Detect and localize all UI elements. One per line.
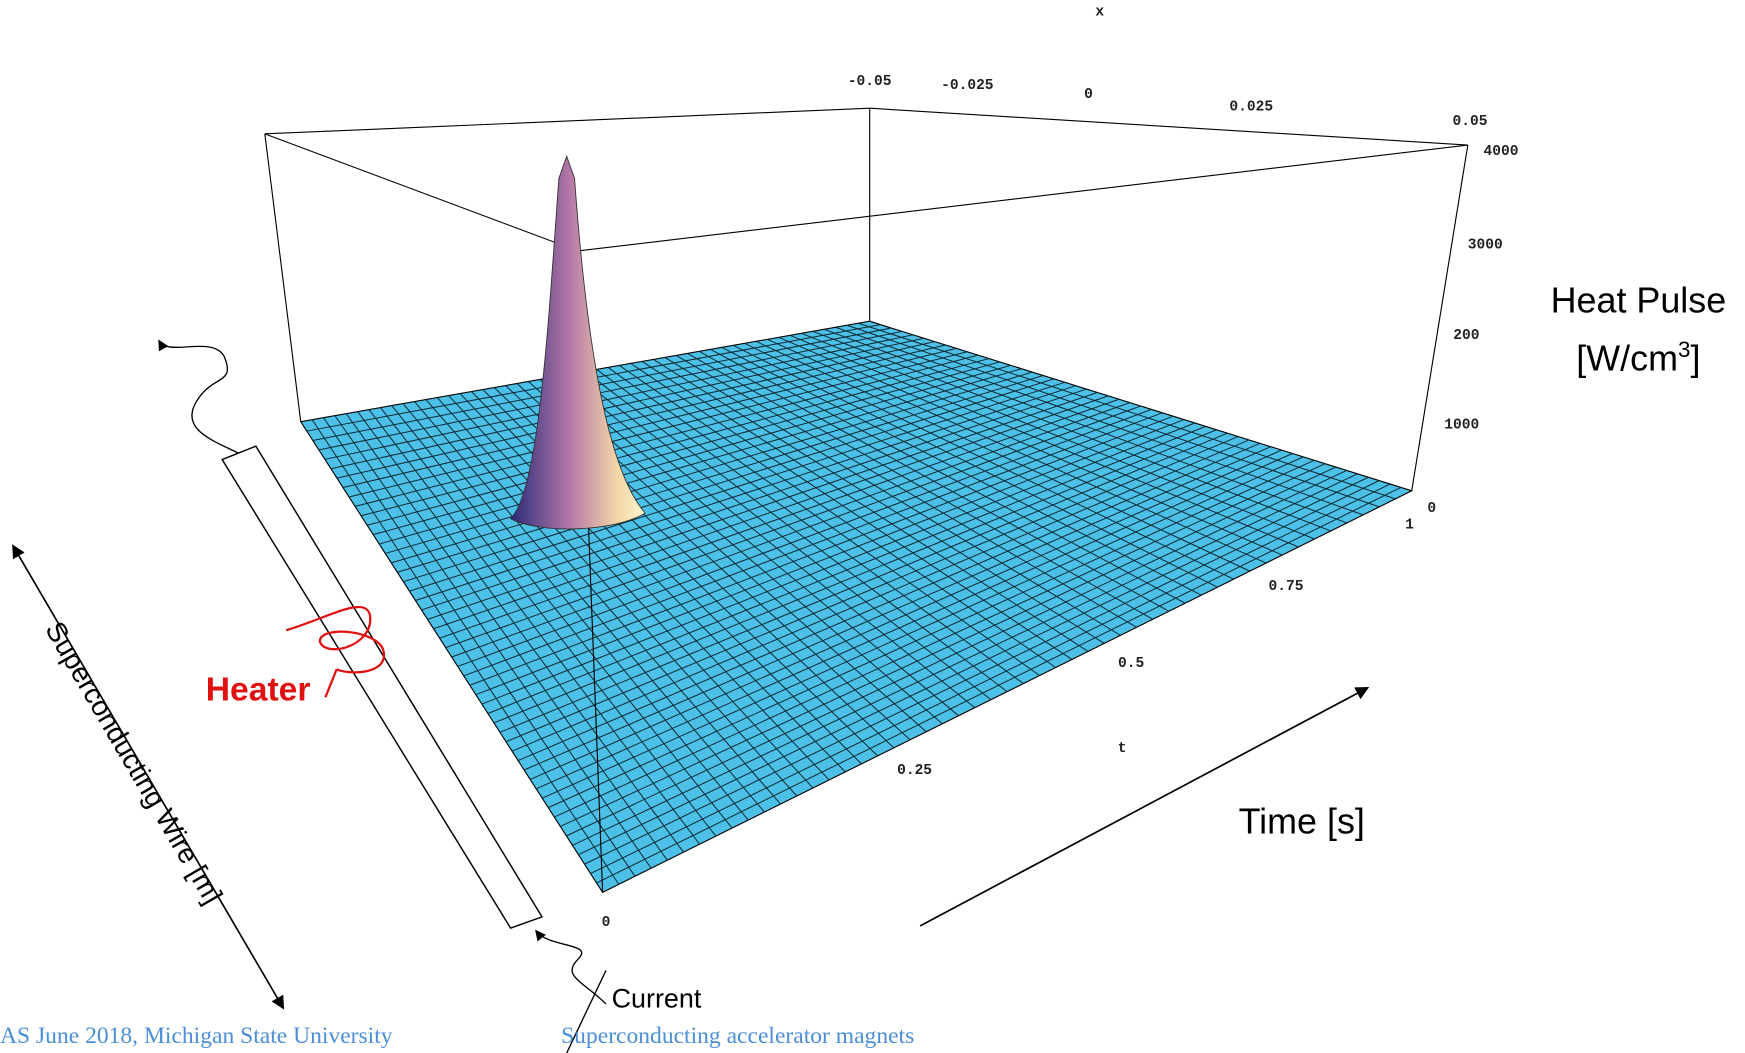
mesh-line xyxy=(463,412,1163,677)
time-arrow xyxy=(919,686,1370,927)
box xyxy=(264,107,1469,893)
squiggle-current xyxy=(535,929,607,1005)
x-tick-label: 0 xyxy=(1084,87,1093,103)
mesh-line xyxy=(824,328,1348,524)
mesh-line xyxy=(630,363,1073,660)
mesh-line xyxy=(560,466,1337,827)
mesh-line xyxy=(517,442,1261,762)
heat-peak xyxy=(509,154,646,530)
mesh-line xyxy=(548,459,1315,809)
t-axis-label: t xyxy=(1118,741,1127,757)
heat-pulse-label: Heat Pulse xyxy=(1551,280,1727,320)
mesh-line xyxy=(469,415,1174,686)
mesh-line xyxy=(812,330,1331,532)
squiggle-top xyxy=(158,339,239,454)
wire-arrow xyxy=(12,544,285,1010)
mesh-line xyxy=(457,408,1152,667)
x-tick-label: 0.05 xyxy=(1453,114,1488,130)
mesh-line xyxy=(584,480,1380,865)
heat-unit-exp: 3 xyxy=(1678,337,1690,362)
heat-unit: [W/cm xyxy=(1576,338,1678,378)
time-label: Time [s] xyxy=(1239,801,1365,841)
mesh-line xyxy=(732,344,1218,588)
mesh-line xyxy=(721,346,1202,596)
mesh-line xyxy=(451,405,1141,658)
current-line xyxy=(566,970,607,1053)
x-tick-label: 0.025 xyxy=(1229,99,1273,115)
t-tick-label: 0 xyxy=(602,915,611,931)
z-tick-label: 0 xyxy=(1427,501,1436,517)
mesh-line xyxy=(493,429,1217,724)
mesh-line xyxy=(535,453,1293,790)
z-tick-label: 1000 xyxy=(1444,417,1479,433)
z-tick-label: 4000 xyxy=(1484,144,1519,160)
mesh-line xyxy=(596,486,1402,884)
x-tick-label: -0.025 xyxy=(941,78,993,94)
mesh-line xyxy=(499,432,1228,733)
mesh-line xyxy=(511,439,1250,752)
heat-unit-label: [W/cm3] xyxy=(1576,337,1700,378)
mesh-line xyxy=(687,352,1154,620)
mesh-line xyxy=(664,356,1121,636)
mesh-line xyxy=(590,483,1391,874)
mesh-line xyxy=(767,338,1267,564)
mesh-line xyxy=(846,324,1380,508)
wire-label: Superconducting Wire [m] xyxy=(39,616,228,909)
mesh-line xyxy=(619,365,1056,668)
mesh-line xyxy=(698,350,1170,612)
mesh-line xyxy=(578,476,1369,856)
mesh-line xyxy=(710,348,1186,604)
mesh-line xyxy=(653,358,1105,644)
current-label: Current xyxy=(612,983,702,1013)
mesh-line xyxy=(523,446,1271,771)
mesh-line xyxy=(789,334,1299,548)
t-tick-label: 1 xyxy=(1405,518,1414,534)
mesh-line xyxy=(572,473,1358,846)
z-tick-label: 200 xyxy=(1453,328,1479,344)
mesh-line xyxy=(505,436,1239,743)
wire-rect xyxy=(221,445,544,929)
mesh-line xyxy=(835,326,1364,516)
mesh-line xyxy=(596,369,1024,684)
x-axis-label: x xyxy=(1095,5,1104,21)
heater-label: Heater xyxy=(206,672,311,709)
mesh-line xyxy=(675,354,1137,628)
mesh-line xyxy=(554,463,1326,818)
x-tick-label: -0.05 xyxy=(848,74,892,90)
mesh-line xyxy=(641,360,1089,652)
mesh-line xyxy=(487,425,1206,714)
footer-left: AS June 2018, Michigan State University xyxy=(0,1023,393,1049)
mesh-line xyxy=(801,332,1315,540)
mesh-line xyxy=(858,322,1396,500)
mesh-line xyxy=(481,422,1196,705)
mesh-line xyxy=(607,367,1040,676)
heat-unit-close: ] xyxy=(1690,338,1700,378)
t-tick-label: 0.75 xyxy=(1269,579,1304,595)
t-tick-label: 0.25 xyxy=(897,763,932,779)
footer-right: Superconducting accelerator magnets xyxy=(561,1023,914,1049)
z-tick-label: 3000 xyxy=(1468,238,1503,254)
mesh-line xyxy=(566,470,1347,837)
mesh-line xyxy=(744,342,1234,580)
heater-coil xyxy=(285,605,385,698)
mesh-line xyxy=(475,419,1185,696)
mesh-line xyxy=(542,456,1304,799)
mesh-line xyxy=(755,340,1251,572)
mesh-line xyxy=(529,449,1282,780)
mesh-line xyxy=(778,336,1283,556)
t-tick-label: 0.5 xyxy=(1118,656,1144,672)
